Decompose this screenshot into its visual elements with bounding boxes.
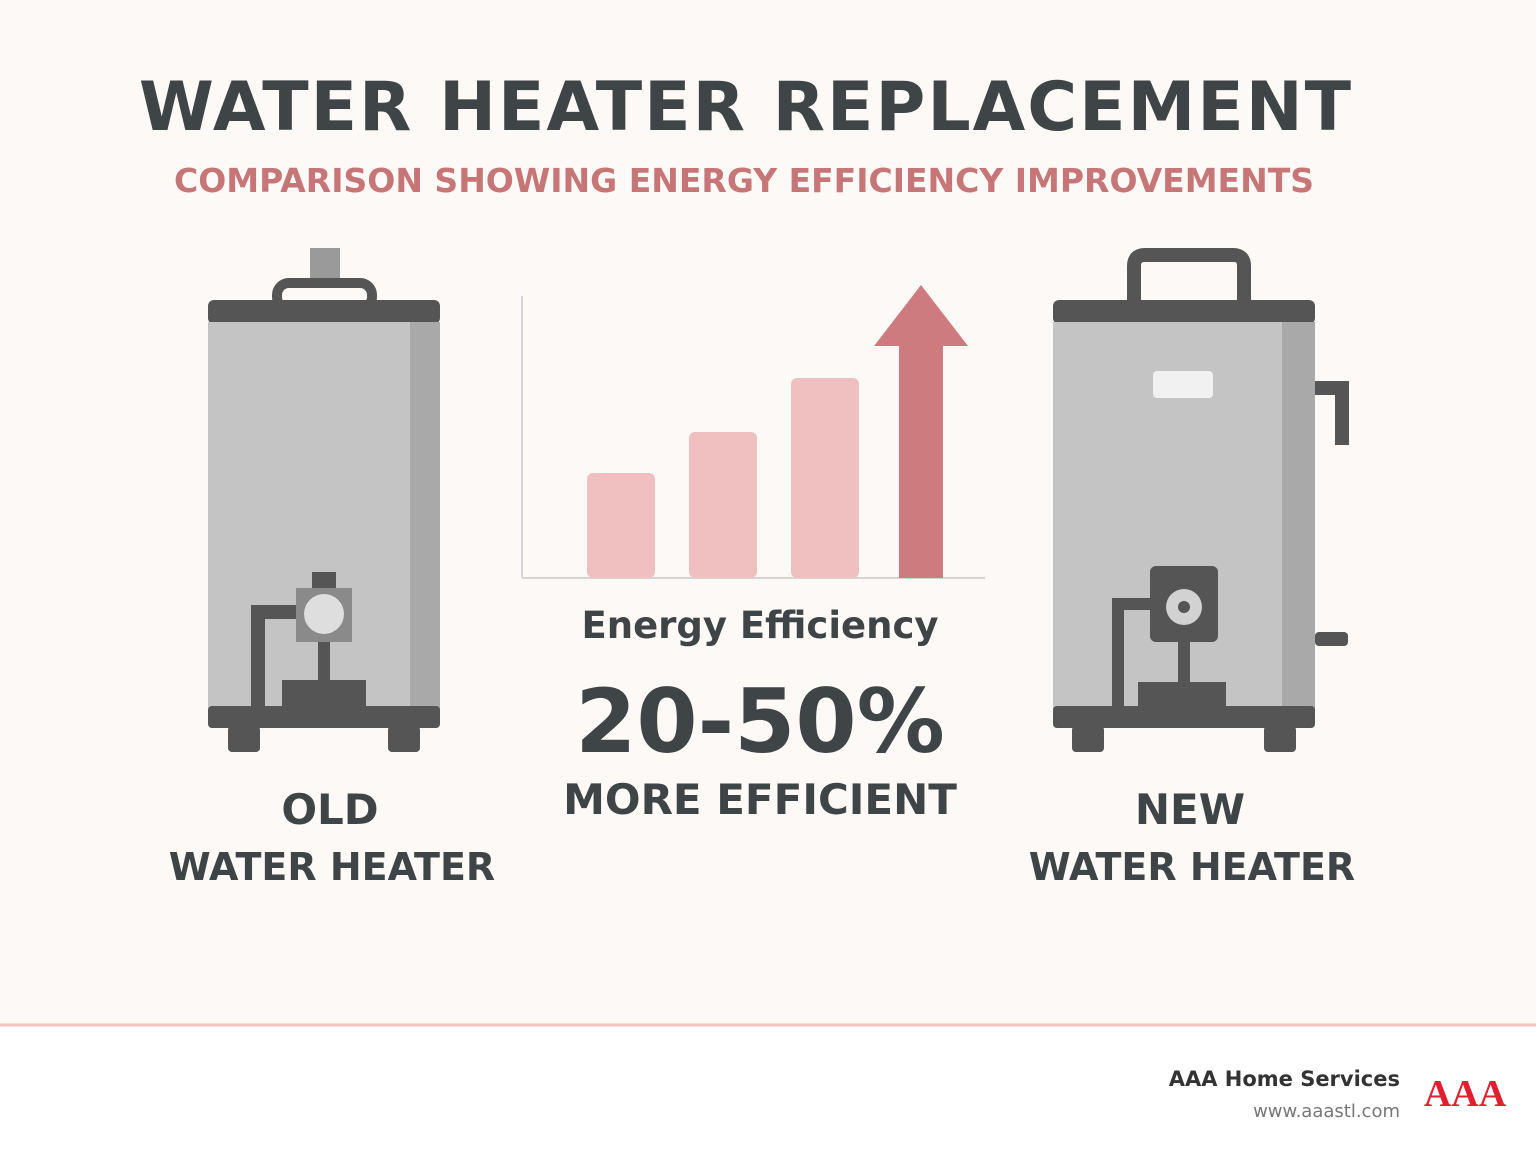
stat-text: MORE EFFICIENT <box>563 775 957 824</box>
new-label: NEW <box>1135 785 1245 834</box>
old-heater-icon <box>208 248 440 752</box>
efficiency-illustration <box>521 285 985 579</box>
chart-label: Energy Efficiency <box>581 604 938 647</box>
subtitle: COMPARISON SHOWING ENERGY EFFICIENCY IMP… <box>174 161 1314 200</box>
footer-url: www.aaastl.com <box>1253 1101 1400 1122</box>
new-heater-icon <box>1053 248 1349 752</box>
stat: 20-50% <box>575 670 945 773</box>
footer-bg <box>0 1025 1536 1154</box>
new-sublabel: WATER HEATER <box>1029 845 1355 889</box>
logo: AAA <box>1424 1073 1507 1115</box>
footer-company: AAA Home Services <box>1169 1067 1400 1091</box>
title: WATER HEATER REPLACEMENT <box>139 68 1353 147</box>
old-label: OLD <box>281 785 378 834</box>
old-sublabel: WATER HEATER <box>169 845 495 889</box>
